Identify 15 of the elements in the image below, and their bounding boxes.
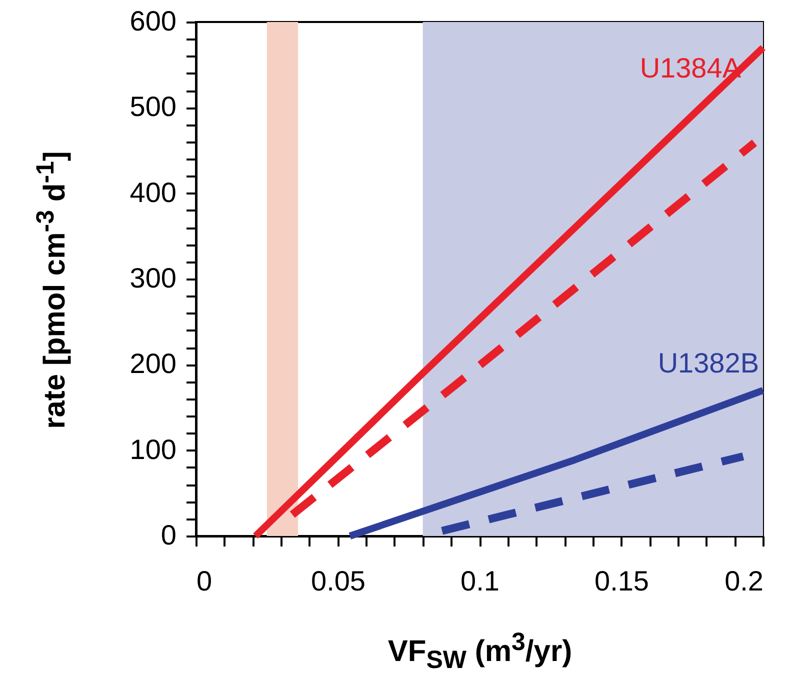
y-tick-label: 400 [130, 176, 176, 208]
y-tick-label: 300 [130, 262, 176, 294]
y-tick-label: 100 [130, 434, 176, 465]
x-tick-label: 0.05 [311, 566, 366, 596]
x-tick-label: 0.1 [460, 566, 500, 596]
x-tick-label: 0.2 [724, 566, 764, 596]
y-tick-label: 500 [130, 91, 176, 122]
x-tick-label: 0 [196, 566, 212, 596]
series-label: U1382B [658, 347, 759, 378]
y-tick-label: 0 [160, 520, 176, 550]
x-axis-title: VF$_{SW}$ (m$^{3}$/yr) [388, 628, 572, 675]
x-tick-label: 0.15 [594, 566, 649, 596]
y-tick-label: 600 [130, 6, 176, 36]
y-tick-label: 200 [130, 348, 176, 380]
series-label: U1384A [640, 52, 742, 84]
